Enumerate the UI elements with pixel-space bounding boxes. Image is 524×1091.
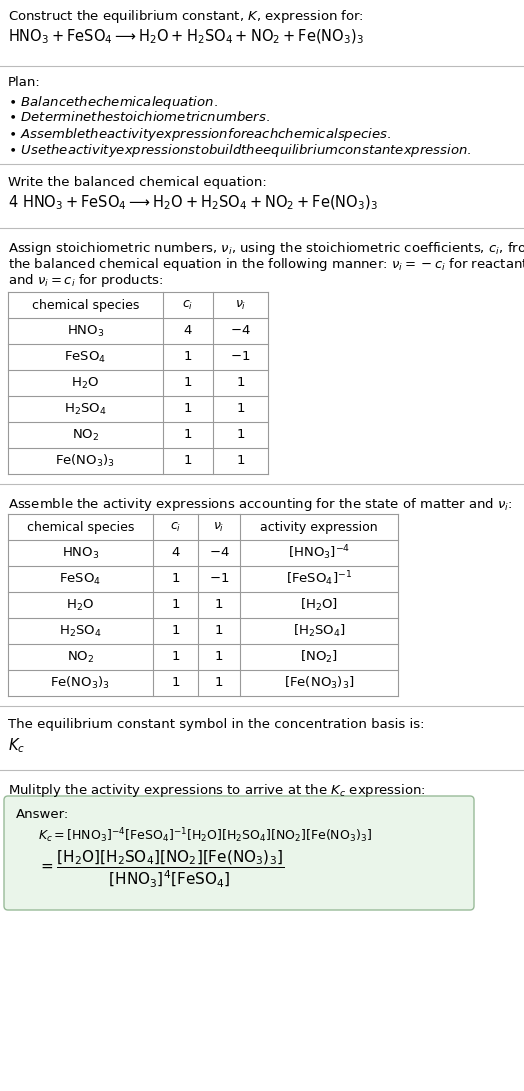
Text: $-4$: $-4$ xyxy=(230,324,251,337)
Text: Answer:: Answer: xyxy=(16,808,69,822)
Text: Plan:: Plan: xyxy=(8,76,41,89)
Text: The equilibrium constant symbol in the concentration basis is:: The equilibrium constant symbol in the c… xyxy=(8,718,424,731)
Text: Assign stoichiometric numbers, $\nu_i$, using the stoichiometric coefficients, $: Assign stoichiometric numbers, $\nu_i$, … xyxy=(8,240,524,257)
Text: $c_i$: $c_i$ xyxy=(182,299,194,312)
Text: Write the balanced chemical equation:: Write the balanced chemical equation: xyxy=(8,176,267,189)
Text: $\bullet\ Balance the chemical equation.$: $\bullet\ Balance the chemical equation.… xyxy=(8,94,218,111)
Text: Mulitply the activity expressions to arrive at the $K_c$ expression:: Mulitply the activity expressions to arr… xyxy=(8,782,426,799)
Text: $\bullet\ Assemble the activity expression for each chemical species.$: $\bullet\ Assemble the activity expressi… xyxy=(8,125,391,143)
Text: $\mathrm{NO_2}$: $\mathrm{NO_2}$ xyxy=(67,649,94,664)
Text: activity expression: activity expression xyxy=(260,520,378,533)
Text: $-1$: $-1$ xyxy=(231,350,250,363)
Text: 1: 1 xyxy=(184,455,192,468)
Text: $\bullet\ Determine the stoichiometric numbers.$: $\bullet\ Determine the stoichiometric n… xyxy=(8,110,270,124)
Text: $\mathrm{H_2O}$: $\mathrm{H_2O}$ xyxy=(71,375,100,391)
Text: 1: 1 xyxy=(215,650,223,663)
Text: $\mathrm{FeSO_4}$: $\mathrm{FeSO_4}$ xyxy=(64,349,106,364)
Text: 1: 1 xyxy=(215,599,223,611)
Text: $\mathrm{H_2SO_4}$: $\mathrm{H_2SO_4}$ xyxy=(59,623,102,638)
Text: 1: 1 xyxy=(171,650,180,663)
Text: 1: 1 xyxy=(236,429,245,442)
Text: chemical species: chemical species xyxy=(27,520,134,533)
Text: the balanced chemical equation in the following manner: $\nu_i = -c_i$ for react: the balanced chemical equation in the fo… xyxy=(8,256,524,273)
Text: $\mathrm{H_2O}$: $\mathrm{H_2O}$ xyxy=(67,598,94,612)
Text: 1: 1 xyxy=(171,676,180,690)
Text: $\mathrm{Fe(NO_3)_3}$: $\mathrm{Fe(NO_3)_3}$ xyxy=(56,453,115,469)
Text: 1: 1 xyxy=(215,676,223,690)
Text: $[\mathrm{H_2O}]$: $[\mathrm{H_2O}]$ xyxy=(300,597,338,613)
Text: $\mathrm{H_2SO_4}$: $\mathrm{H_2SO_4}$ xyxy=(64,401,107,417)
Text: 1: 1 xyxy=(184,376,192,389)
Text: $K_c = [\mathrm{HNO_3}]^{-4}[\mathrm{FeSO_4}]^{-1}[\mathrm{H_2O}][\mathrm{H_2SO_: $K_c = [\mathrm{HNO_3}]^{-4}[\mathrm{FeS… xyxy=(38,826,372,844)
Text: $\mathrm{FeSO_4}$: $\mathrm{FeSO_4}$ xyxy=(59,572,102,587)
Text: $[\mathrm{FeSO_4}]^{-1}$: $[\mathrm{FeSO_4}]^{-1}$ xyxy=(286,570,352,588)
Text: 1: 1 xyxy=(171,573,180,586)
Text: $\mathrm{HNO_3 + FeSO_4 \longrightarrow H_2O + H_2SO_4 + NO_2 + Fe(NO_3)_3}$: $\mathrm{HNO_3 + FeSO_4 \longrightarrow … xyxy=(8,28,364,47)
FancyBboxPatch shape xyxy=(4,796,474,910)
Text: chemical species: chemical species xyxy=(32,299,139,312)
Text: $\mathrm{HNO_3}$: $\mathrm{HNO_3}$ xyxy=(62,546,99,561)
Text: $\mathrm{Fe(NO_3)_3}$: $\mathrm{Fe(NO_3)_3}$ xyxy=(50,675,111,691)
Text: 1: 1 xyxy=(184,350,192,363)
Text: $-4$: $-4$ xyxy=(209,547,230,560)
Text: $\nu_i$: $\nu_i$ xyxy=(235,299,246,312)
Text: 1: 1 xyxy=(184,403,192,416)
Text: 4: 4 xyxy=(184,324,192,337)
Text: 1: 1 xyxy=(184,429,192,442)
Text: 1: 1 xyxy=(171,624,180,637)
Text: 1: 1 xyxy=(215,624,223,637)
Text: 1: 1 xyxy=(236,376,245,389)
Text: $\mathrm{NO_2}$: $\mathrm{NO_2}$ xyxy=(72,428,99,443)
Text: and $\nu_i = c_i$ for products:: and $\nu_i = c_i$ for products: xyxy=(8,272,163,289)
Text: 1: 1 xyxy=(236,455,245,468)
Text: Assemble the activity expressions accounting for the state of matter and $\nu_i$: Assemble the activity expressions accoun… xyxy=(8,496,512,513)
Text: $[\mathrm{H_2SO_4}]$: $[\mathrm{H_2SO_4}]$ xyxy=(292,623,345,639)
Text: $\mathrm{HNO_3}$: $\mathrm{HNO_3}$ xyxy=(67,323,104,338)
Text: $-1$: $-1$ xyxy=(209,573,229,586)
Text: Construct the equilibrium constant, $K$, expression for:: Construct the equilibrium constant, $K$,… xyxy=(8,8,364,25)
Text: 4: 4 xyxy=(171,547,180,560)
Text: $K_c$: $K_c$ xyxy=(8,736,25,755)
Text: $[\mathrm{HNO_3}]^{-4}$: $[\mathrm{HNO_3}]^{-4}$ xyxy=(288,543,350,562)
Text: $\mathrm{4\ HNO_3 + FeSO_4 \longrightarrow H_2O + H_2SO_4 + NO_2 + Fe(NO_3)_3}$: $\mathrm{4\ HNO_3 + FeSO_4 \longrightarr… xyxy=(8,194,378,213)
Text: $\nu_i$: $\nu_i$ xyxy=(213,520,225,533)
Text: $= \dfrac{[\mathrm{H_2O}][\mathrm{H_2SO_4}][\mathrm{NO_2}][\mathrm{Fe(NO_3)_3}]}: $= \dfrac{[\mathrm{H_2O}][\mathrm{H_2SO_… xyxy=(38,848,284,889)
Text: 1: 1 xyxy=(236,403,245,416)
Text: 1: 1 xyxy=(171,599,180,611)
Text: $c_i$: $c_i$ xyxy=(170,520,181,533)
Text: $[\mathrm{NO_2}]$: $[\mathrm{NO_2}]$ xyxy=(300,649,338,666)
Text: $\bullet\ Use the activity expressions to build the equilibrium constant express: $\bullet\ Use the activity expressions t… xyxy=(8,142,472,159)
Text: $[\mathrm{Fe(NO_3)_3}]$: $[\mathrm{Fe(NO_3)_3}]$ xyxy=(284,675,354,691)
